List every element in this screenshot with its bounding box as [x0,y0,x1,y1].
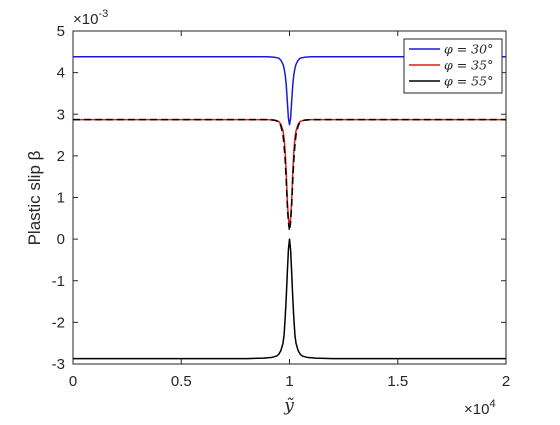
y-exponent-power: -3 [98,8,108,20]
x-tick-label: 1.5 [387,373,408,390]
x-exponent-power: 4 [489,398,495,410]
legend-label-35: φ = 35° [444,58,493,73]
series-layer [73,56,506,360]
y-tick-label: 4 [57,65,65,82]
x-tick-label: 0.5 [171,373,192,390]
legend-box [403,38,503,94]
legend: φ = 30°φ = 35°φ = 55° [403,38,503,94]
y-tick-label: 5 [57,23,65,40]
legend-label-55: φ = 55° [444,74,493,89]
series-line-55 [73,238,506,360]
y-tick-label: 3 [57,106,65,123]
legend-label-30: φ = 30° [444,42,493,57]
y-tick-label: -1 [52,273,65,290]
y-tick-label: 2 [57,148,65,165]
y-tick-label: 1 [57,190,65,207]
x-tick-label: 2 [502,373,510,390]
series-line-30 [73,56,506,126]
x-axis-label: ỹ [283,396,294,416]
y-axis-label: Plastic slip β [25,150,44,245]
x-tick-label: 0 [69,373,77,390]
ticks-layer: 0 0.5 1 1.5 2 5 4 3 2 1 0 -1 -2 -3 [52,23,511,390]
y-tick-label: -2 [52,314,65,331]
y-exponent-base: ×10 [73,11,98,28]
x-exponent-label: ×104 [464,398,496,418]
y-exponent-label: ×10-3 [73,8,108,28]
y-tick-label: -3 [52,356,65,373]
x-exponent-base: ×10 [464,401,489,418]
y-tick-label: 0 [57,231,65,248]
x-tick-label: 1 [285,373,293,390]
